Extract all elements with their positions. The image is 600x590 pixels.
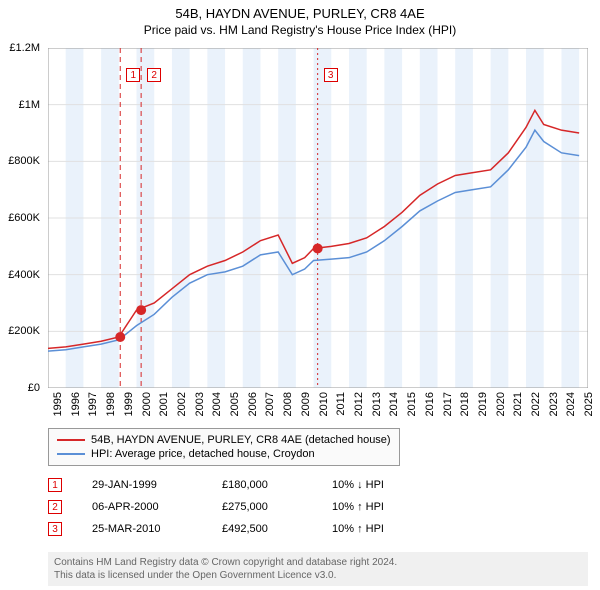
sale-marker: 2: [48, 500, 62, 514]
x-tick-label: 2014: [388, 392, 400, 416]
sale-hpi: 10% ↑ HPI: [332, 501, 412, 513]
legend-swatch: [57, 439, 85, 441]
footer-line: This data is licensed under the Open Gov…: [54, 569, 582, 582]
sale-row: 1 29-JAN-1999 £180,000 10% ↓ HPI: [48, 474, 412, 496]
y-tick-label: £1.2M: [9, 42, 40, 54]
x-tick-label: 2018: [459, 392, 471, 416]
x-tick-label: 2015: [406, 392, 418, 416]
legend-item: 54B, HAYDN AVENUE, PURLEY, CR8 4AE (deta…: [57, 433, 391, 447]
x-tick-label: 2006: [247, 392, 259, 416]
sale-price: £275,000: [222, 501, 302, 513]
legend-label: 54B, HAYDN AVENUE, PURLEY, CR8 4AE (deta…: [91, 434, 391, 446]
x-tick-label: 1996: [70, 392, 82, 416]
legend-label: HPI: Average price, detached house, Croy…: [91, 448, 315, 460]
sale-date: 29-JAN-1999: [92, 479, 192, 491]
sales-table: 1 29-JAN-1999 £180,000 10% ↓ HPI 2 06-APR-200…: [48, 474, 412, 540]
x-tick-label: 2007: [264, 392, 276, 416]
x-tick-label: 2024: [565, 392, 577, 416]
page-subtitle: Price paid vs. HM Land Registry's House …: [0, 23, 600, 37]
footer-line: Contains HM Land Registry data © Crown c…: [54, 556, 582, 569]
y-axis: £0£200K£400K£600K£800K£1M£1.2M: [0, 48, 44, 388]
sale-price: £180,000: [222, 479, 302, 491]
x-tick-label: 2013: [371, 392, 383, 416]
x-tick-label: 2011: [335, 392, 347, 416]
x-tick-label: 2010: [318, 392, 330, 416]
x-tick-label: 2002: [176, 392, 188, 416]
footer: Contains HM Land Registry data © Crown c…: [48, 552, 588, 586]
x-tick-label: 2008: [282, 392, 294, 416]
legend: 54B, HAYDN AVENUE, PURLEY, CR8 4AE (deta…: [48, 428, 400, 466]
sale-price: £492,500: [222, 523, 302, 535]
x-tick-label: 2012: [353, 392, 365, 416]
x-tick-label: 2003: [194, 392, 206, 416]
sale-hpi: 10% ↑ HPI: [332, 523, 412, 535]
legend-swatch: [57, 453, 85, 455]
x-axis: 1995 1996 1997 1998 1999 2000 2001 2002 2003 2004…: [48, 390, 588, 430]
y-tick-label: £600K: [8, 212, 40, 224]
y-tick-label: £400K: [8, 269, 40, 281]
y-tick-label: £1M: [19, 99, 40, 111]
sale-row: 2 06-APR-2000 £275,000 10% ↑ HPI: [48, 496, 412, 518]
sale-hpi: 10% ↓ HPI: [332, 479, 412, 491]
x-tick-label: 2009: [300, 392, 312, 416]
x-tick-label: 2004: [211, 392, 223, 416]
x-tick-label: 1999: [123, 392, 135, 416]
x-tick-label: 2001: [158, 392, 170, 416]
x-tick-label: 2016: [424, 392, 436, 416]
x-tick-label: 2019: [477, 392, 489, 416]
sale-marker: 3: [48, 522, 62, 536]
x-tick-label: 2022: [530, 392, 542, 416]
x-tick-label: 2025: [583, 392, 595, 416]
x-tick-label: 2000: [141, 392, 153, 416]
sale-row: 3 25-MAR-2010 £492,500 10% ↑ HPI: [48, 518, 412, 540]
chart: 123: [48, 48, 588, 388]
chart-svg: [48, 48, 588, 388]
x-tick-label: 1997: [87, 392, 99, 416]
x-tick-label: 2017: [442, 392, 454, 416]
sale-date: 06-APR-2000: [92, 501, 192, 513]
x-tick-label: 2021: [512, 392, 524, 416]
x-tick-label: 2005: [229, 392, 241, 416]
y-tick-label: £800K: [8, 155, 40, 167]
y-tick-label: £0: [28, 382, 40, 394]
page-title: 54B, HAYDN AVENUE, PURLEY, CR8 4AE: [0, 6, 600, 21]
x-tick-label: 2023: [548, 392, 560, 416]
y-tick-label: £200K: [8, 325, 40, 337]
x-tick-label: 1998: [105, 392, 117, 416]
sale-date: 25-MAR-2010: [92, 523, 192, 535]
x-tick-label: 1995: [52, 392, 64, 416]
x-tick-label: 2020: [495, 392, 507, 416]
legend-item: HPI: Average price, detached house, Croy…: [57, 447, 391, 461]
sale-marker: 1: [48, 478, 62, 492]
